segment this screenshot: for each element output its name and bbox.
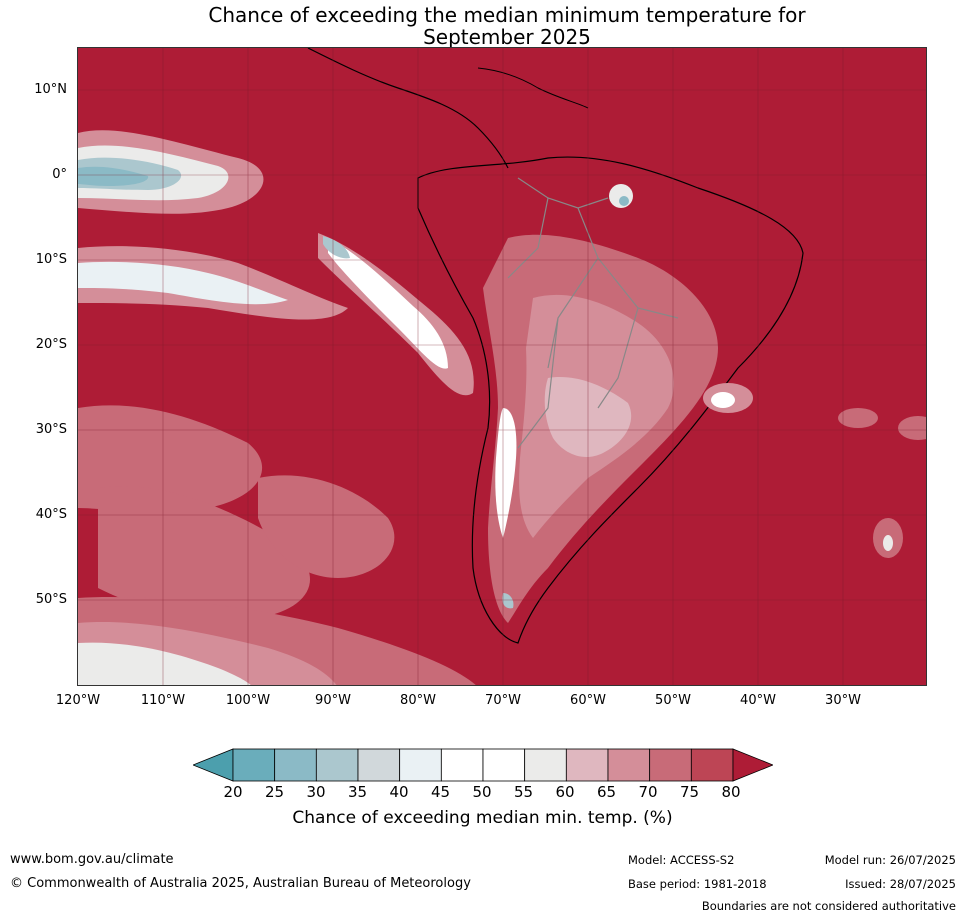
lat-label-20s: 20°S: [35, 337, 67, 352]
colorbar: [193, 748, 773, 782]
colorbar-high-arrow: [732, 748, 773, 782]
colorbar-cell: [690, 748, 734, 782]
lat-label-50s: 50°S: [35, 592, 67, 607]
colorbar-label: Chance of exceeding median min. temp. (%…: [292, 808, 673, 828]
colorbar-tick: 35: [347, 783, 368, 801]
colorbar-cell: [482, 748, 526, 782]
colorbar-cell: [607, 748, 651, 782]
colorbar-cell: [440, 748, 484, 782]
title-line-1: Chance of exceeding the median minimum t…: [208, 3, 806, 27]
colorbar-tick: 50: [472, 783, 492, 801]
colorbar-cell: [274, 748, 317, 782]
colorbar-cell: [565, 748, 609, 782]
lon-label-90w: 90°W: [315, 693, 351, 708]
lat-label-10n: 10°N: [34, 82, 67, 97]
boundaries-disclaimer: Boundaries are not considered authoritat…: [701, 899, 956, 913]
lon-label-80w: 80°W: [400, 693, 436, 708]
model-run-date: Model run: 26/07/2025: [824, 853, 956, 867]
lon-label-100w: 100°W: [225, 693, 271, 708]
lat-label-30s: 30°S: [35, 422, 67, 437]
lon-label-30w: 30°W: [825, 693, 861, 708]
lat-label-40s: 40°S: [35, 507, 67, 522]
colorbar-tick: 75: [679, 783, 700, 801]
lat-label-0: 0°: [52, 167, 67, 182]
colorbar-tick: 60: [555, 783, 575, 801]
colorbar-cell: [399, 748, 442, 782]
colorbar-tick: 70: [638, 783, 658, 801]
graticule: [78, 48, 926, 685]
colorbar-cell: [649, 748, 692, 782]
base-period: Base period: 1981-2018: [628, 877, 767, 891]
lat-label-10s: 10°S: [35, 252, 67, 267]
lon-label-60w: 60°W: [570, 693, 606, 708]
map-canvas: [78, 48, 926, 685]
lon-label-110w: 110°W: [140, 693, 186, 708]
model-name: Model: ACCESS-S2: [628, 853, 735, 867]
lon-label-40w: 40°W: [740, 693, 776, 708]
colorbar-cell: [524, 748, 567, 782]
map-title: Chance of exceeding the median minimum t…: [0, 4, 965, 48]
website-link[interactable]: www.bom.gov.au/climate: [10, 852, 174, 867]
colorbar-tick: 65: [596, 783, 617, 801]
copyright-text: © Commonwealth of Australia 2025, Austra…: [10, 876, 471, 891]
colorbar-low-arrow: [193, 748, 234, 782]
colorbar-cells: [232, 748, 734, 782]
colorbar-cell: [315, 748, 359, 782]
colorbar-tick: 20: [223, 783, 243, 801]
colorbar-tick: 25: [264, 783, 285, 801]
colorbar-cell: [232, 748, 276, 782]
colorbar-tick: 55: [513, 783, 534, 801]
lon-label-70w: 70°W: [485, 693, 521, 708]
colorbar-tick: 45: [430, 783, 451, 801]
title-line-2: September 2025: [423, 25, 591, 49]
colorbar-tick: 30: [306, 783, 326, 801]
lon-label-50w: 50°W: [655, 693, 691, 708]
lon-label-120w: 120°W: [55, 693, 101, 708]
probability-map: [77, 47, 927, 686]
colorbar-cell: [357, 748, 401, 782]
colorbar-tick: 40: [389, 783, 409, 801]
colorbar-tick: 80: [721, 783, 741, 801]
issued-date: Issued: 28/07/2025: [845, 877, 956, 891]
